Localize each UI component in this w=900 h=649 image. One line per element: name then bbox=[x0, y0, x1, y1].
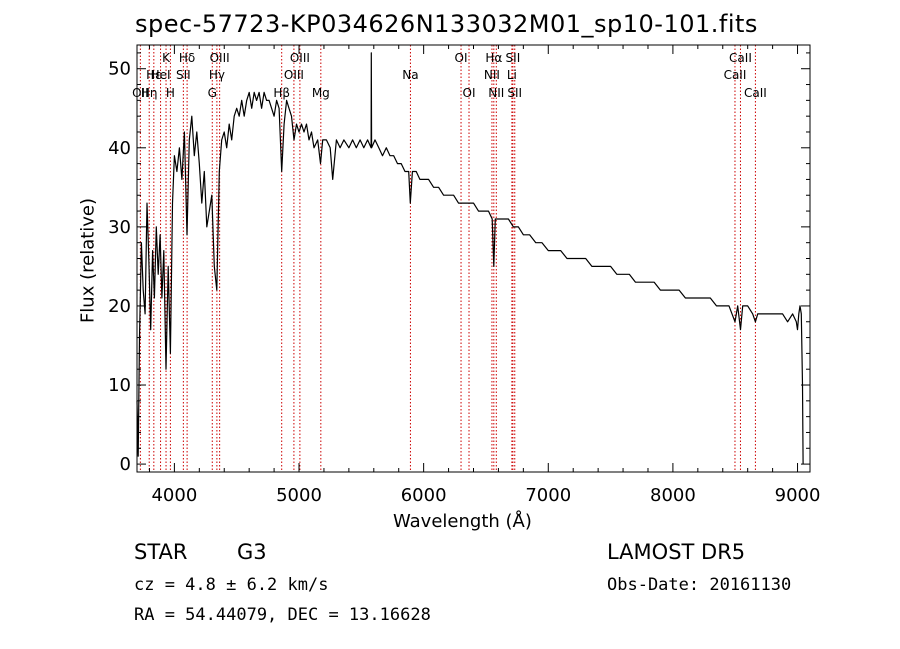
y-tick-label: 0 bbox=[120, 454, 131, 475]
line-marker-label: Hβ bbox=[273, 86, 290, 100]
line-marker-label: NII bbox=[488, 86, 504, 100]
line-marker-label: G bbox=[208, 86, 217, 100]
redshift-readout: cz = 4.8 ± 6.2 km/s bbox=[134, 575, 329, 595]
y-tick-label: 50 bbox=[108, 59, 131, 80]
spectrum-line bbox=[136, 52, 804, 465]
line-marker-label: SII bbox=[506, 51, 521, 65]
y-tick-label: 40 bbox=[108, 138, 131, 159]
line-marker-labels: OIIHηHεHeIKHSIIHδGHγOIIIHβOIIIOIIIMgNaOI… bbox=[132, 51, 767, 100]
y-axis: 0 10 20 30 40 50 bbox=[108, 52, 810, 475]
x-tick-label: 6000 bbox=[401, 485, 447, 506]
x-axis-label: Wavelength (Å) bbox=[393, 511, 532, 532]
x-tick-label: 4000 bbox=[151, 485, 197, 506]
y-tick-label: 10 bbox=[108, 375, 131, 396]
line-marker-label: OII bbox=[132, 86, 149, 100]
line-marker-label: NII bbox=[484, 68, 500, 82]
line-marker-label: CaII bbox=[729, 51, 752, 65]
line-marker-label: SII bbox=[176, 68, 191, 82]
line-marker-label: OIII bbox=[284, 68, 304, 82]
line-marker-label: OI bbox=[455, 51, 468, 65]
line-marker-label: Mg bbox=[312, 86, 330, 100]
line-marker-label: Na bbox=[402, 68, 418, 82]
line-marker-label: OIII bbox=[210, 51, 230, 65]
line-marker-label: Hγ bbox=[209, 68, 225, 82]
line-marker-label: HeI bbox=[151, 68, 171, 82]
plot-frame bbox=[136, 44, 811, 473]
line-marker-label: Hη bbox=[141, 86, 158, 100]
x-tick-label: 7000 bbox=[525, 485, 571, 506]
line-markers bbox=[139, 45, 756, 472]
x-tick-label: 9000 bbox=[775, 485, 821, 506]
y-tick-label: 30 bbox=[108, 217, 131, 238]
line-marker-label: Hε bbox=[146, 68, 162, 82]
line-marker-label: OI bbox=[463, 86, 476, 100]
line-marker-label: SII bbox=[507, 86, 522, 100]
y-tick-label: 20 bbox=[108, 296, 131, 317]
object-class: STAR bbox=[134, 540, 188, 564]
object-subclass: G3 bbox=[237, 540, 267, 564]
survey-name: LAMOST DR5 bbox=[607, 540, 746, 564]
line-marker-label: CaII bbox=[724, 68, 747, 82]
x-axis: 4000 5000 6000 7000 8000 9000 bbox=[148, 45, 821, 506]
line-marker-label: Li bbox=[507, 68, 517, 82]
obs-date: Obs-Date: 20161130 bbox=[607, 575, 792, 595]
chart-title: spec-57723-KP034626N133032M01_sp10-101.f… bbox=[135, 10, 758, 38]
line-marker-label: H bbox=[166, 86, 175, 100]
x-tick-label: 8000 bbox=[650, 485, 696, 506]
spectrum-series bbox=[136, 52, 804, 465]
x-tick-label: 5000 bbox=[276, 485, 322, 506]
y-axis-label: Flux (relative) bbox=[77, 197, 99, 324]
line-marker-label: OIII bbox=[290, 51, 310, 65]
line-marker-label: Hα bbox=[485, 51, 502, 65]
line-marker-label: CaII bbox=[744, 86, 767, 100]
coordinates: RA = 54.44079, DEC = 13.16628 bbox=[134, 605, 431, 625]
line-marker-label: K bbox=[162, 51, 171, 65]
line-marker-label: Hδ bbox=[179, 51, 195, 65]
